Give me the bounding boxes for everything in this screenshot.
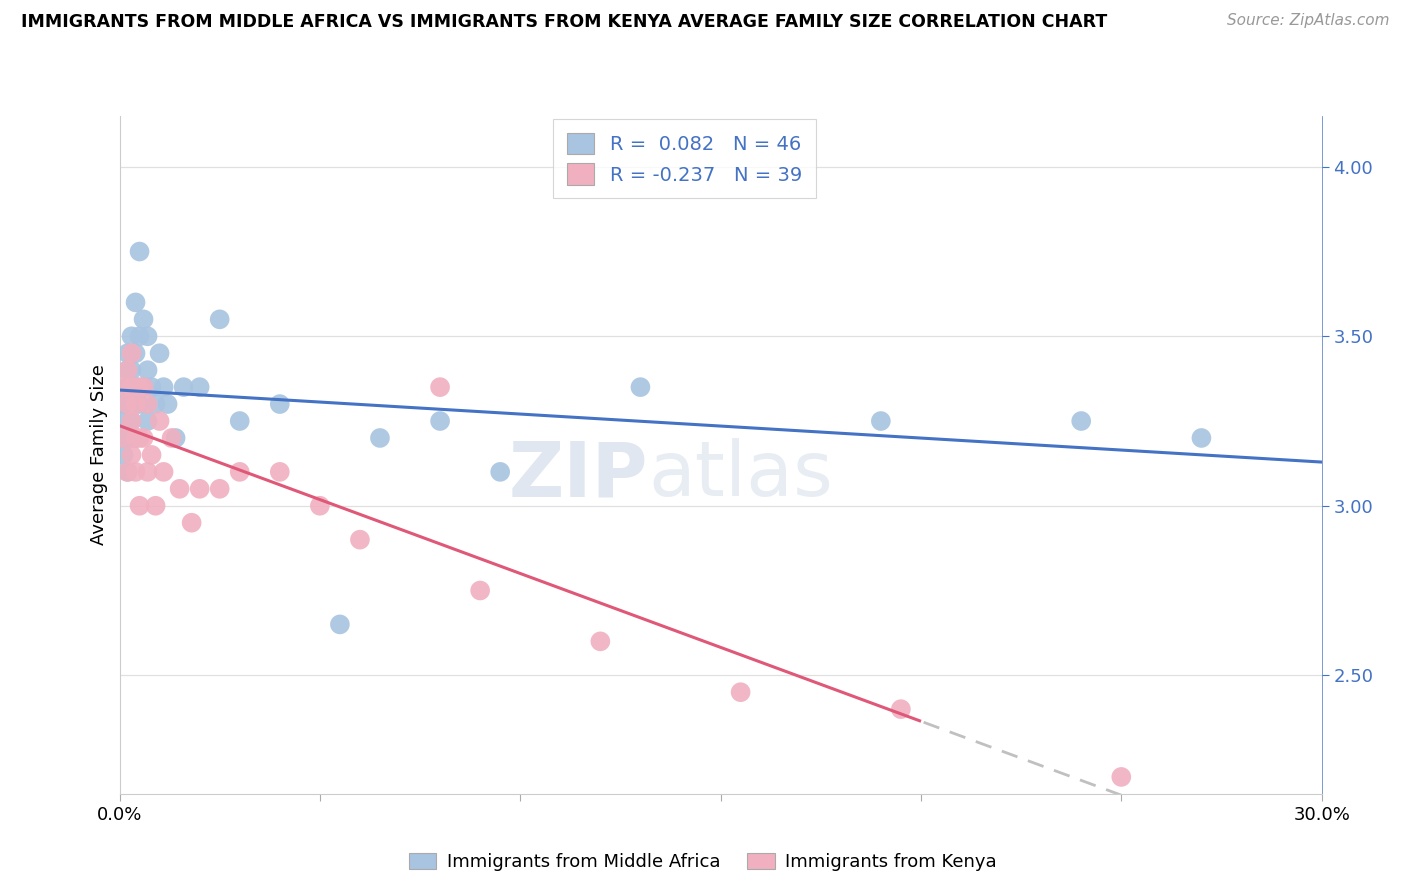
Text: IMMIGRANTS FROM MIDDLE AFRICA VS IMMIGRANTS FROM KENYA AVERAGE FAMILY SIZE CORRE: IMMIGRANTS FROM MIDDLE AFRICA VS IMMIGRA…	[21, 13, 1108, 31]
Point	[309, 499, 332, 513]
Point	[429, 380, 451, 394]
Point	[141, 380, 163, 394]
Point	[228, 414, 252, 428]
Point	[128, 380, 150, 394]
Point	[132, 312, 155, 326]
Point	[468, 583, 492, 598]
Point	[124, 431, 146, 445]
Point	[121, 363, 143, 377]
Point	[112, 397, 135, 411]
Point	[121, 346, 143, 360]
Point	[349, 533, 371, 547]
Text: ZIP: ZIP	[509, 438, 648, 512]
Point	[117, 363, 139, 377]
Legend: R =  0.082   N = 46, R = -0.237   N = 39: R = 0.082 N = 46, R = -0.237 N = 39	[554, 119, 815, 198]
Point	[160, 431, 183, 445]
Point	[141, 448, 163, 462]
Point	[117, 363, 139, 377]
Text: Source: ZipAtlas.com: Source: ZipAtlas.com	[1226, 13, 1389, 29]
Point	[429, 414, 451, 428]
Point	[121, 448, 143, 462]
Point	[117, 465, 139, 479]
Point	[890, 702, 912, 716]
Point	[630, 380, 652, 394]
Point	[1070, 414, 1092, 428]
Point	[368, 431, 391, 445]
Point	[208, 482, 231, 496]
Point	[128, 244, 150, 259]
Point	[145, 499, 167, 513]
Point	[124, 465, 146, 479]
Point	[128, 499, 150, 513]
Point	[489, 465, 512, 479]
Point	[117, 431, 139, 445]
Point	[136, 329, 159, 343]
Point	[112, 448, 135, 462]
Point	[188, 482, 211, 496]
Point	[329, 617, 352, 632]
Point	[112, 414, 135, 428]
Point	[121, 414, 143, 428]
Point	[208, 312, 231, 326]
Point	[117, 397, 139, 411]
Point	[156, 397, 179, 411]
Point	[121, 380, 143, 394]
Legend: Immigrants from Middle Africa, Immigrants from Kenya: Immigrants from Middle Africa, Immigrant…	[402, 846, 1004, 879]
Point	[128, 397, 150, 411]
Point	[152, 380, 174, 394]
Point	[173, 380, 195, 394]
Point	[136, 363, 159, 377]
Point	[136, 397, 159, 411]
Point	[121, 414, 143, 428]
Point	[124, 380, 146, 394]
Point	[1191, 431, 1213, 445]
Point	[128, 431, 150, 445]
Point	[136, 465, 159, 479]
Point	[869, 414, 893, 428]
Point	[269, 465, 291, 479]
Point	[145, 397, 167, 411]
Point	[228, 465, 252, 479]
Point	[117, 346, 139, 360]
Point	[152, 465, 174, 479]
Point	[165, 431, 187, 445]
Point	[589, 634, 612, 648]
Point	[121, 397, 143, 411]
Point	[169, 482, 191, 496]
Point	[269, 397, 291, 411]
Point	[132, 380, 155, 394]
Point	[117, 397, 139, 411]
Point	[149, 414, 172, 428]
Point	[121, 431, 143, 445]
Point	[124, 397, 146, 411]
Point	[124, 431, 146, 445]
Point	[136, 414, 159, 428]
Point	[1111, 770, 1133, 784]
Point	[112, 380, 135, 394]
Point	[188, 380, 211, 394]
Point	[112, 431, 135, 445]
Point	[730, 685, 752, 699]
Y-axis label: Average Family Size: Average Family Size	[90, 365, 108, 545]
Point	[124, 346, 146, 360]
Point	[132, 431, 155, 445]
Point	[128, 329, 150, 343]
Point	[121, 329, 143, 343]
Text: atlas: atlas	[648, 438, 834, 512]
Point	[117, 465, 139, 479]
Point	[180, 516, 202, 530]
Point	[121, 380, 143, 394]
Point	[124, 380, 146, 394]
Point	[132, 380, 155, 394]
Point	[149, 346, 172, 360]
Point	[124, 295, 146, 310]
Point	[117, 380, 139, 394]
